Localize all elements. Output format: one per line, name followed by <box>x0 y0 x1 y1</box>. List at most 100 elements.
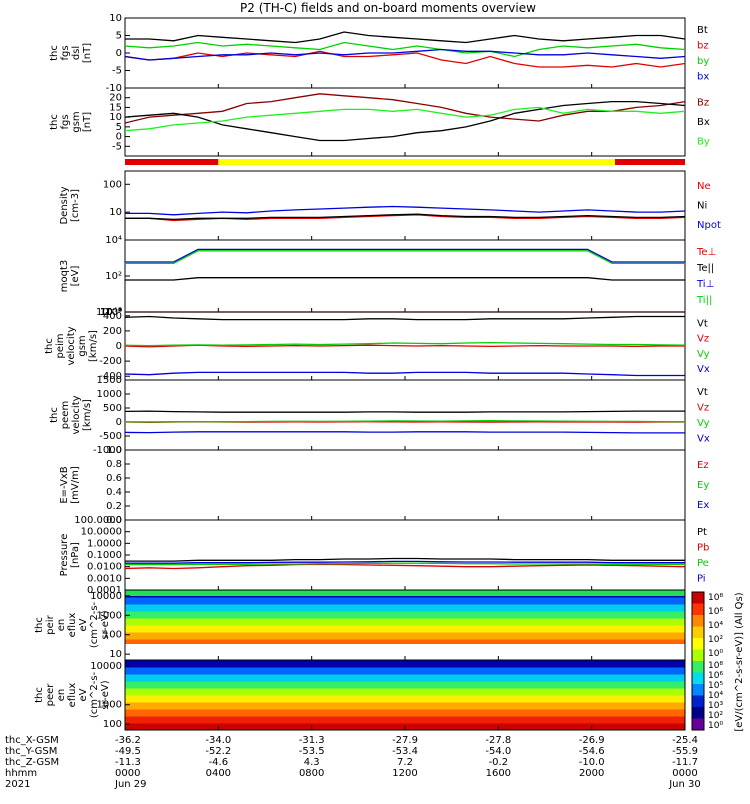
series-line-Vx <box>124 431 685 434</box>
panel-frame <box>124 170 686 241</box>
y-axis-label: thc <box>44 338 55 354</box>
series-line-Pt <box>125 557 685 562</box>
y-axis-label: moqt3 <box>59 260 70 293</box>
heatmap-band <box>125 639 685 647</box>
legend-label-Ti⊥: Ti⊥ <box>696 279 714 290</box>
series-line-By <box>124 106 686 132</box>
y-tick-label: 1500 <box>97 375 122 386</box>
y-axis-label: eV <box>78 618 89 631</box>
panel-peim-velocity <box>124 311 686 381</box>
colorbar-tick-label: 10⁸ <box>708 661 723 671</box>
y-tick-label: 10⁰ <box>105 307 122 318</box>
legend-label-Vy: Vy <box>697 418 710 429</box>
y-axis-label: sr-eV) <box>100 680 111 709</box>
heatmap-band <box>125 660 685 668</box>
y-tick-label: 400 <box>103 311 122 322</box>
y-axis-label: fgs <box>60 114 71 129</box>
colorbar-tick-label: 10⁰ <box>708 649 723 659</box>
x-axis-value: 0000 <box>115 768 140 779</box>
heatmap-top-band <box>125 590 685 596</box>
legend-label-Pt: Pt <box>697 527 707 538</box>
legend-label-Vx: Vx <box>697 364 710 375</box>
y-tick-label: 10000 <box>90 591 122 602</box>
legend-label-Vz: Vz <box>697 334 709 345</box>
x-axis-value: -53.4 <box>392 746 418 757</box>
x-axis-value: 2000 <box>579 768 604 779</box>
series-line-Vt <box>124 315 685 321</box>
legend-label-Ez: Ez <box>697 460 709 471</box>
y-axis-label: [km/s] <box>88 330 99 362</box>
x-axis-value: Jun 30 <box>668 779 701 790</box>
colorbar-tick-label: 10³ <box>708 701 723 711</box>
y-axis-label: thc <box>49 407 60 423</box>
y-tick-label: 0.4 <box>106 487 122 498</box>
heatmap-band <box>125 709 685 717</box>
colorbar-swatch <box>692 695 704 708</box>
legend-label-Te||: Te|| <box>696 263 714 274</box>
series-line-Pi <box>125 560 685 564</box>
y-tick-label: 10.0000 <box>81 527 122 538</box>
y-tick-label: 10⁴ <box>105 235 122 246</box>
x-axis-value: -25.4 <box>672 735 698 746</box>
heatmap-band <box>125 667 685 675</box>
colorbar-tick-label: 10² <box>708 635 723 645</box>
colorbar-label: [eV/(cm^2-s-sr-eV)] (All Qs) <box>734 592 745 731</box>
y-tick-label: 1000 <box>97 610 122 621</box>
colorbar-frame <box>691 591 705 731</box>
heatmap-band <box>125 604 685 612</box>
y-tick-label: -200 <box>99 356 122 367</box>
y-tick-label: 1.0000 <box>87 538 122 549</box>
y-axis-label: sr-eV) <box>100 610 111 639</box>
y-tick-label: 100 <box>103 630 122 641</box>
y-tick-label: 10 <box>109 649 122 660</box>
heatmap-band <box>125 597 685 605</box>
y-axis-label: velocity <box>66 326 77 365</box>
y-tick-label: -5 <box>112 141 122 152</box>
y-tick-label: 0.8 <box>106 459 122 470</box>
y-axis-label: [cm-3] <box>70 189 81 222</box>
y-tick-label: 0 <box>116 341 122 352</box>
x-axis-value: -55.9 <box>672 746 698 757</box>
y-axis-label: en <box>56 689 67 702</box>
colorbar-tick-label: 10⁵ <box>708 681 723 691</box>
x-axis-value: -49.5 <box>115 746 141 757</box>
colorbar-swatch <box>692 718 704 731</box>
legend-label-Pb: Pb <box>697 542 709 553</box>
x-axis-value: -4.6 <box>209 757 229 768</box>
series-line-Ti⊥ <box>125 248 685 263</box>
panel-pressure <box>124 519 686 591</box>
y-axis-label: en <box>56 619 67 632</box>
series-line-Vt <box>124 410 685 413</box>
legend-label-Vx: Vx <box>697 434 710 445</box>
y-axis-label: fgs <box>60 45 71 60</box>
y-axis-label: eV <box>78 688 89 701</box>
x-axis-row-label: 2021 <box>5 779 30 790</box>
heatmap-band <box>125 625 685 633</box>
y-tick-label: 1000 <box>97 700 122 711</box>
y-tick-label: 10 <box>109 13 122 24</box>
panel-fgs-dsl <box>124 17 686 89</box>
x-axis-value: -52.2 <box>205 746 231 757</box>
series-line-by <box>124 41 686 58</box>
y-axis-label: (cm^2-s- <box>89 671 100 718</box>
y-tick-label: -5 <box>112 66 122 77</box>
colorbar-swatch <box>692 592 704 604</box>
x-axis-value: -10.0 <box>579 757 605 768</box>
legend-label-Bt: Bt <box>697 25 708 36</box>
y-tick-label: 0.6 <box>106 473 122 484</box>
y-tick-label: 100 <box>103 179 122 190</box>
x-axis-row-label: thc_Z-GSM <box>5 757 59 768</box>
panel-fgs-gsm <box>124 87 686 157</box>
legend-label-Vt: Vt <box>697 319 708 330</box>
colorbar-tick-label: 10² <box>708 711 723 721</box>
y-tick-label: 0.0100 <box>87 562 122 573</box>
legend-label-Ti||: Ti|| <box>696 295 712 306</box>
y-axis-label: [nT] <box>82 43 93 63</box>
colorbar-tick-label: 10⁸ <box>708 593 723 603</box>
panel-frame <box>124 449 686 521</box>
x-axis-value: 1200 <box>392 768 417 779</box>
y-tick-label: 15 <box>109 102 122 113</box>
series-line-Ni <box>125 213 686 221</box>
x-axis-value: 4.3 <box>304 757 320 768</box>
x-axis-value: -54.0 <box>485 746 511 757</box>
